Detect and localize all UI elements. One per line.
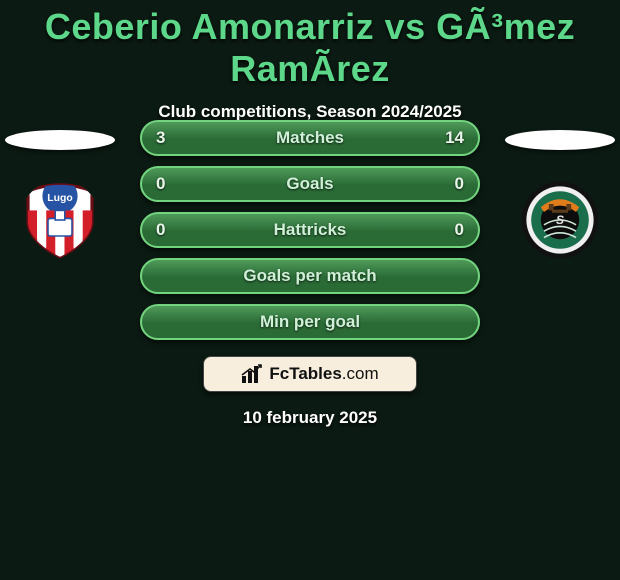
svg-text:Lugo: Lugo (47, 193, 72, 204)
stat-value-right: 0 (455, 168, 464, 200)
stat-label: Goals (286, 174, 333, 194)
date-label: 10 february 2025 (0, 408, 620, 428)
page-subtitle: Club competitions, Season 2024/2025 (0, 102, 620, 122)
club-crest-left: Lugo (20, 180, 100, 260)
club-crest-right: S (520, 180, 600, 260)
stat-label: Min per goal (260, 312, 360, 332)
player-marker-right (505, 130, 615, 150)
stat-row-min-per-goal: Min per goal (140, 304, 480, 340)
stat-value-left: 0 (156, 214, 165, 246)
site-label: FcTables.com (269, 364, 378, 384)
stat-value-left: 3 (156, 122, 165, 154)
site-label-thin: .com (342, 364, 379, 383)
stat-value-right: 14 (445, 122, 464, 154)
stat-label: Hattricks (274, 220, 347, 240)
site-attribution: FcTables.com (203, 356, 417, 392)
stat-row-matches: 3 Matches 14 (140, 120, 480, 156)
stat-label: Goals per match (243, 266, 376, 286)
site-label-bold: FcTables (269, 364, 341, 383)
stat-row-goals-per-match: Goals per match (140, 258, 480, 294)
stats-container: 3 Matches 14 0 Goals 0 0 Hattricks 0 Goa… (140, 120, 480, 350)
comparison-card: Ceberio Amonarriz vs GÃ³mez RamÃ­rez Clu… (0, 0, 620, 580)
page-title: Ceberio Amonarriz vs GÃ³mez RamÃ­rez (0, 0, 620, 90)
stat-row-hattricks: 0 Hattricks 0 (140, 212, 480, 248)
svg-text:S: S (556, 213, 564, 227)
stat-label: Matches (276, 128, 344, 148)
stat-value-right: 0 (455, 214, 464, 246)
bars-icon (241, 364, 263, 384)
stat-value-left: 0 (156, 168, 165, 200)
player-marker-left (5, 130, 115, 150)
stat-row-goals: 0 Goals 0 (140, 166, 480, 202)
